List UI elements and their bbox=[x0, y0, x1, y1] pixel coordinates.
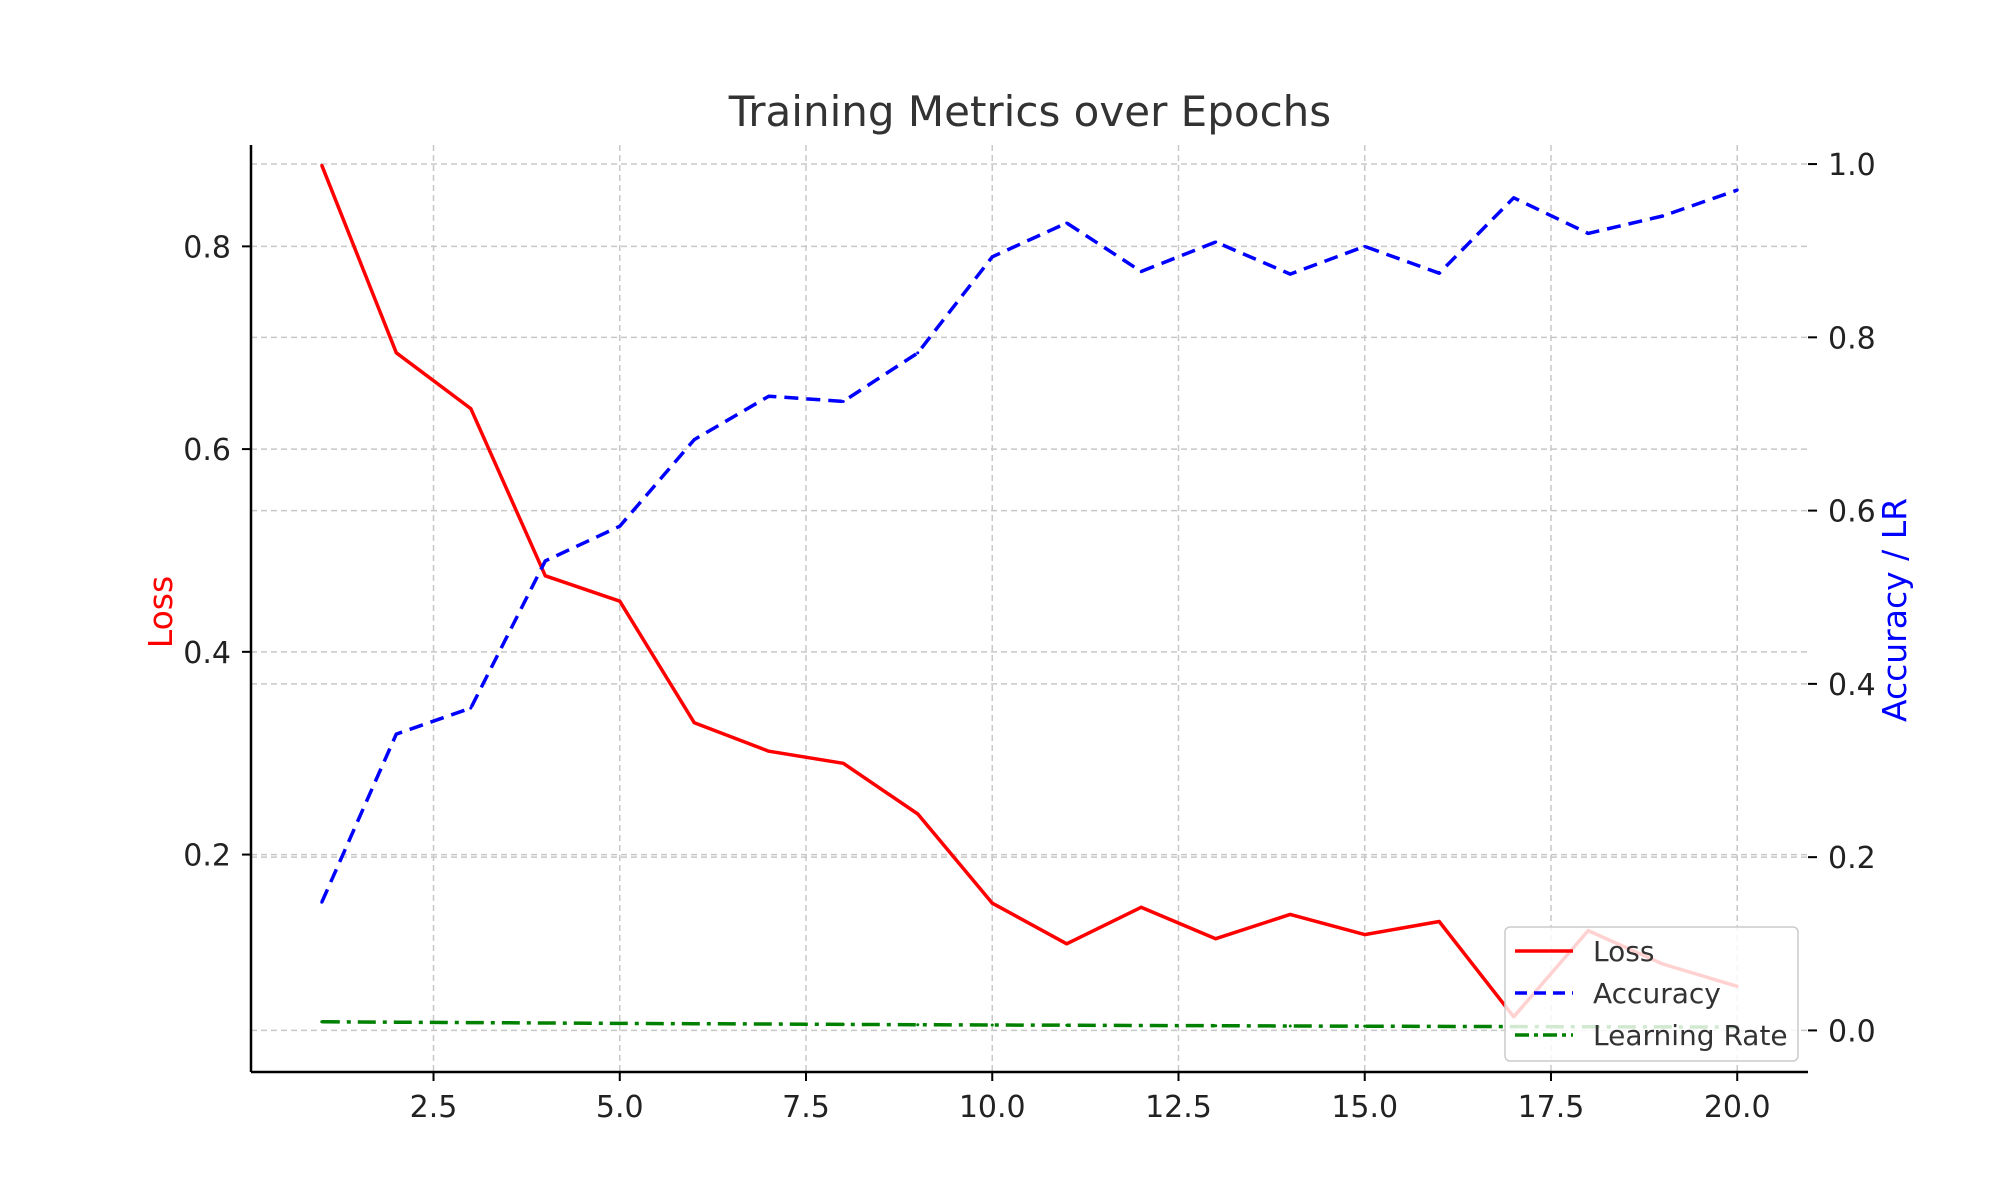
data-point-learning-rate-15 bbox=[1437, 1024, 1441, 1028]
y-left-tick-label-3: 0.8 bbox=[183, 230, 231, 265]
y-right-tick-label-3: 0.6 bbox=[1828, 495, 1876, 530]
data-point-learning-rate-0 bbox=[320, 1020, 324, 1024]
x-tick-label-6: 17.5 bbox=[1518, 1090, 1585, 1125]
data-point-accuracy-5 bbox=[692, 438, 696, 442]
axes-layer: 2.5 5.0 7.5 10.0 12.5 15.0 17.5 20.0 0.2 0.4 0.6 0.… bbox=[183, 145, 1876, 1125]
y-left-tick-label-2: 0.6 bbox=[183, 433, 231, 468]
data-point-loss-3 bbox=[543, 574, 547, 578]
data-point-loss-6 bbox=[767, 749, 771, 753]
data-point-loss-7 bbox=[841, 761, 845, 765]
x-tick-label-5: 15.0 bbox=[1331, 1090, 1398, 1125]
legend-label-1: Accuracy bbox=[1593, 977, 1721, 1010]
data-point-loss-8 bbox=[916, 812, 920, 816]
data-point-accuracy-11 bbox=[1139, 269, 1143, 273]
data-point-loss-15 bbox=[1437, 919, 1441, 923]
y-right-tick-label-2: 0.4 bbox=[1828, 668, 1876, 703]
data-point-learning-rate-2 bbox=[469, 1021, 473, 1025]
data-point-loss-4 bbox=[618, 599, 622, 603]
data-point-loss-1 bbox=[394, 351, 398, 355]
x-tick-label-7: 20.0 bbox=[1704, 1090, 1771, 1125]
legend-label-2: Learning Rate bbox=[1593, 1019, 1788, 1052]
data-point-accuracy-2 bbox=[469, 706, 473, 710]
data-point-accuracy-17 bbox=[1586, 231, 1590, 235]
data-point-learning-rate-9 bbox=[990, 1023, 994, 1027]
data-point-learning-rate-6 bbox=[767, 1022, 771, 1026]
data-point-loss-12 bbox=[1214, 937, 1218, 941]
data-point-accuracy-14 bbox=[1363, 244, 1367, 248]
y-axis-right-label: Accuracy / LR bbox=[1875, 498, 1914, 722]
x-tick-label-3: 10.0 bbox=[959, 1090, 1026, 1125]
legend: Loss Accuracy Learning Rate bbox=[1504, 926, 1799, 1062]
data-point-loss-5 bbox=[692, 721, 696, 725]
data-point-loss-10 bbox=[1065, 942, 1069, 946]
data-point-accuracy-0 bbox=[320, 900, 324, 904]
data-point-accuracy-12 bbox=[1214, 240, 1218, 244]
data-point-learning-rate-4 bbox=[618, 1021, 622, 1025]
data-point-learning-rate-8 bbox=[916, 1023, 920, 1027]
data-point-accuracy-19 bbox=[1735, 188, 1739, 192]
data-point-learning-rate-1 bbox=[394, 1020, 398, 1024]
x-tick-label-0: 2.5 bbox=[410, 1090, 458, 1125]
y-axis-left-label: Loss bbox=[141, 576, 180, 648]
chart-title: Training Metrics over Epochs bbox=[728, 87, 1331, 136]
data-point-accuracy-13 bbox=[1288, 272, 1292, 276]
data-point-accuracy-18 bbox=[1661, 214, 1665, 218]
y-right-tick-label-4: 0.8 bbox=[1828, 321, 1876, 356]
data-point-loss-0 bbox=[320, 163, 324, 167]
data-point-loss-13 bbox=[1288, 912, 1292, 916]
data-point-learning-rate-14 bbox=[1363, 1024, 1367, 1028]
data-point-learning-rate-13 bbox=[1288, 1024, 1292, 1028]
series-line-learning-rate bbox=[321, 1020, 1738, 1029]
data-point-loss-2 bbox=[469, 407, 473, 411]
x-tick-label-4: 12.5 bbox=[1145, 1090, 1212, 1125]
data-point-accuracy-10 bbox=[1065, 221, 1069, 225]
legend-box bbox=[1504, 926, 1799, 1062]
data-point-learning-rate-7 bbox=[841, 1022, 845, 1026]
data-point-learning-rate-12 bbox=[1214, 1024, 1218, 1028]
data-point-learning-rate-11 bbox=[1139, 1023, 1143, 1027]
data-point-accuracy-15 bbox=[1437, 271, 1441, 275]
data-point-learning-rate-3 bbox=[543, 1021, 547, 1025]
series-line-loss bbox=[320, 164, 1738, 1019]
y-left-tick-label-1: 0.4 bbox=[183, 636, 231, 671]
data-point-accuracy-9 bbox=[990, 255, 994, 259]
data-point-accuracy-16 bbox=[1512, 196, 1516, 200]
data-point-accuracy-4 bbox=[618, 524, 622, 528]
legend-label-0: Loss bbox=[1593, 935, 1654, 968]
series-line-accuracy bbox=[320, 188, 1738, 903]
grid-layer bbox=[251, 145, 1808, 1072]
data-point-accuracy-3 bbox=[543, 559, 547, 563]
data-point-learning-rate-10 bbox=[1065, 1023, 1069, 1027]
data-point-accuracy-8 bbox=[916, 351, 920, 355]
data-point-loss-11 bbox=[1139, 905, 1143, 909]
x-tick-label-1: 5.0 bbox=[596, 1090, 644, 1125]
data-point-accuracy-1 bbox=[394, 732, 398, 736]
y-left-tick-label-0: 0.2 bbox=[183, 839, 231, 874]
x-tick-label-2: 7.5 bbox=[782, 1090, 830, 1125]
data-point-accuracy-6 bbox=[767, 394, 771, 398]
data-point-loss-14 bbox=[1363, 933, 1367, 937]
y-right-tick-label-1: 0.2 bbox=[1828, 841, 1876, 876]
y-right-tick-label-5: 1.0 bbox=[1828, 148, 1876, 183]
data-point-learning-rate-5 bbox=[692, 1022, 696, 1026]
y-right-tick-label-0: 0.0 bbox=[1828, 1014, 1876, 1049]
data-point-accuracy-7 bbox=[841, 399, 845, 403]
series-layer bbox=[320, 163, 1739, 1029]
data-point-loss-9 bbox=[990, 901, 994, 905]
